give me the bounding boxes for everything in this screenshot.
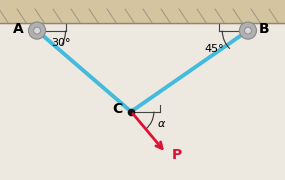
Circle shape xyxy=(34,27,40,34)
Circle shape xyxy=(245,27,251,34)
Text: P: P xyxy=(172,148,182,162)
Text: 45°: 45° xyxy=(204,44,223,54)
Circle shape xyxy=(28,22,46,39)
Text: C: C xyxy=(112,102,123,116)
Text: 30°: 30° xyxy=(52,38,71,48)
Text: α: α xyxy=(157,119,165,129)
Circle shape xyxy=(239,22,256,39)
Text: A: A xyxy=(13,22,24,36)
Text: B: B xyxy=(258,22,269,36)
Bar xyxy=(0,0,285,22)
